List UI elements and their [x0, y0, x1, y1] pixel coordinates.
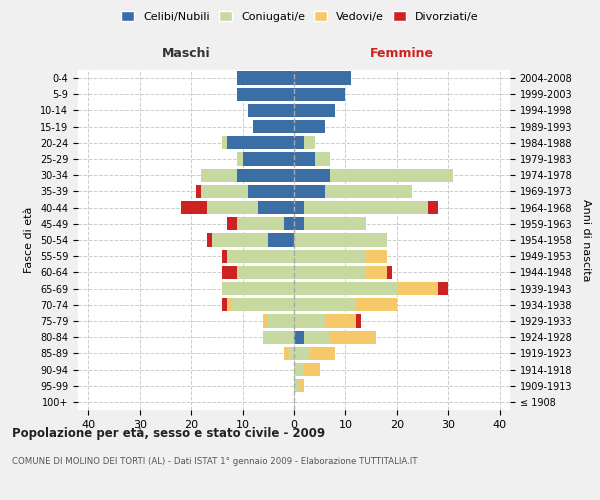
Bar — [325, 314, 356, 328]
Bar — [242, 152, 294, 166]
Bar — [268, 314, 294, 328]
Bar — [294, 314, 325, 328]
Bar — [248, 104, 294, 117]
Bar — [325, 185, 412, 198]
Text: Maschi: Maschi — [161, 48, 211, 60]
Bar — [294, 298, 356, 312]
Bar — [238, 168, 294, 182]
Bar — [238, 152, 242, 166]
Bar — [238, 72, 294, 85]
Bar — [284, 217, 294, 230]
Bar — [222, 298, 227, 312]
Bar — [428, 201, 438, 214]
Bar — [438, 282, 448, 295]
Bar — [294, 136, 304, 149]
Bar — [206, 234, 212, 246]
Bar — [294, 185, 325, 198]
Bar — [310, 346, 335, 360]
Bar — [304, 136, 314, 149]
Bar — [248, 185, 294, 198]
Bar — [202, 185, 248, 198]
Bar — [304, 217, 366, 230]
Bar — [263, 330, 294, 344]
Bar — [222, 136, 227, 149]
Text: COMUNE DI MOLINO DEI TORTI (AL) - Dati ISTAT 1° gennaio 2009 - Elaborazione TUTT: COMUNE DI MOLINO DEI TORTI (AL) - Dati I… — [12, 458, 418, 466]
Bar — [294, 120, 325, 134]
Text: Popolazione per età, sesso e stato civile - 2009: Popolazione per età, sesso e stato civil… — [12, 428, 325, 440]
Bar — [294, 104, 335, 117]
Bar — [294, 379, 299, 392]
Bar — [238, 266, 294, 279]
Bar — [227, 136, 294, 149]
Bar — [294, 152, 314, 166]
Bar — [253, 120, 294, 134]
Bar — [294, 234, 386, 246]
Bar — [386, 266, 392, 279]
Bar — [222, 282, 294, 295]
Bar — [299, 379, 304, 392]
Bar — [330, 330, 376, 344]
Bar — [304, 201, 428, 214]
Bar — [294, 282, 397, 295]
Bar — [212, 234, 268, 246]
Bar — [284, 346, 289, 360]
Bar — [356, 298, 397, 312]
Bar — [238, 88, 294, 101]
Bar — [294, 266, 366, 279]
Bar — [294, 201, 304, 214]
Bar — [304, 363, 320, 376]
Bar — [366, 250, 386, 263]
Bar — [397, 282, 438, 295]
Bar — [294, 330, 304, 344]
Bar — [294, 168, 330, 182]
Bar — [294, 72, 350, 85]
Bar — [258, 201, 294, 214]
Bar — [222, 250, 227, 263]
Bar — [294, 346, 310, 360]
Bar — [294, 363, 304, 376]
Text: Femmine: Femmine — [370, 48, 434, 60]
Bar — [202, 168, 238, 182]
Bar — [294, 250, 366, 263]
Bar — [294, 88, 346, 101]
Bar — [330, 168, 454, 182]
Bar — [232, 298, 294, 312]
Legend: Celibi/Nubili, Coniugati/e, Vedovi/e, Divorziati/e: Celibi/Nubili, Coniugati/e, Vedovi/e, Di… — [118, 8, 482, 25]
Bar — [268, 234, 294, 246]
Bar — [356, 314, 361, 328]
Bar — [314, 152, 330, 166]
Bar — [181, 201, 206, 214]
Bar — [289, 346, 294, 360]
Bar — [294, 217, 304, 230]
Bar — [263, 314, 268, 328]
Y-axis label: Fasce di età: Fasce di età — [25, 207, 34, 273]
Bar — [196, 185, 202, 198]
Bar — [206, 201, 258, 214]
Bar — [227, 250, 294, 263]
Bar — [238, 217, 284, 230]
Bar — [227, 217, 238, 230]
Bar — [227, 298, 232, 312]
Bar — [366, 266, 386, 279]
Y-axis label: Anni di nascita: Anni di nascita — [581, 198, 591, 281]
Bar — [304, 330, 330, 344]
Bar — [222, 266, 238, 279]
